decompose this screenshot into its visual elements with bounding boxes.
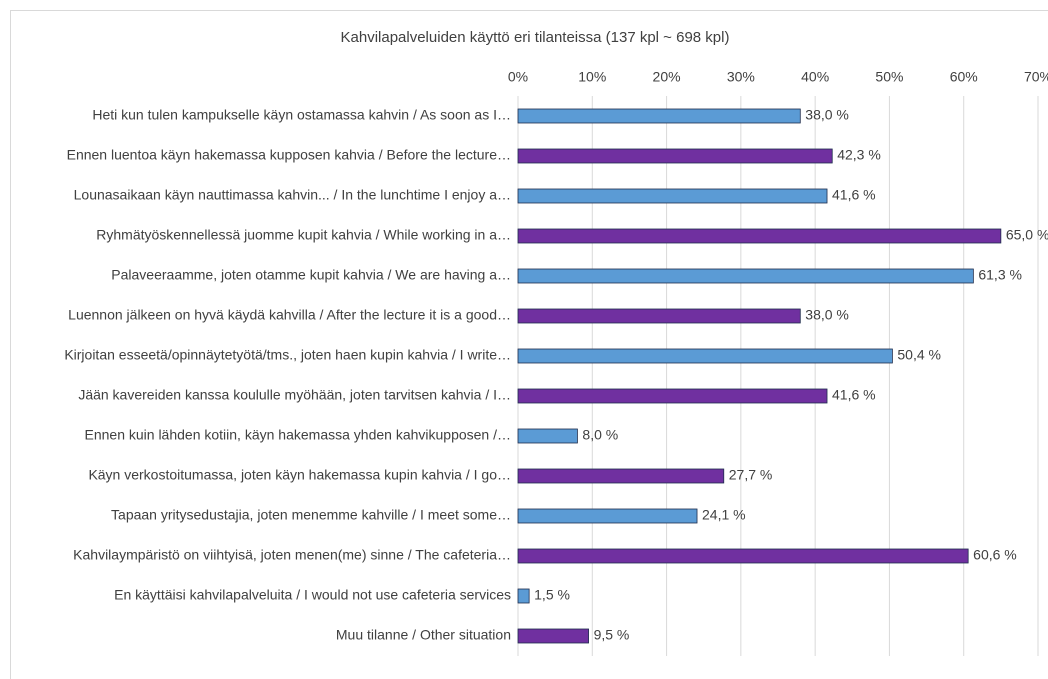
x-tick-label: 50% — [875, 69, 903, 85]
data-label: 27,7 % — [729, 467, 773, 483]
y-tick-label: Ennen kuin lähden kotiin, käyn hakemassa… — [85, 427, 512, 443]
data-label: 50,4 % — [897, 347, 941, 363]
bar — [517, 108, 801, 124]
bar — [517, 228, 1002, 244]
bar — [517, 428, 578, 444]
y-tick-label: Käyn verkostoitumassa, joten käyn hakema… — [88, 467, 511, 483]
y-tick-label: Luennon jälkeen on hyvä käydä kahvilla /… — [68, 307, 511, 323]
bar — [517, 588, 530, 604]
data-label: 1,5 % — [534, 587, 570, 603]
bar — [517, 308, 801, 324]
x-tick-label: 20% — [653, 69, 681, 85]
y-tick-label: Kirjoitan esseetä/opinnäytetyötä/tms., j… — [64, 347, 511, 363]
data-label: 41,6 % — [832, 187, 876, 203]
x-tick-label: 40% — [801, 69, 829, 85]
data-label: 24,1 % — [702, 507, 746, 523]
y-tick-label: Jään kavereiden kanssa koululle myöhään,… — [78, 387, 511, 403]
bar — [517, 628, 589, 644]
y-tick-label: Lounasaikaan käyn nauttimassa kahvin... … — [74, 187, 511, 203]
bar — [517, 348, 893, 364]
data-label: 8,0 % — [582, 427, 618, 443]
bar — [517, 468, 725, 484]
x-tick-label: 30% — [727, 69, 755, 85]
y-tick-label: Heti kun tulen kampukselle käyn ostamass… — [92, 107, 511, 123]
bar — [517, 188, 828, 204]
data-label: 38,0 % — [805, 307, 849, 323]
y-tick-label: Tapaan yritysedustajia, joten menemme ka… — [111, 507, 511, 523]
x-tick-label: 70% — [1024, 69, 1048, 85]
x-tick-label: 0% — [508, 69, 528, 85]
bar — [517, 268, 974, 284]
y-tick-label: Ryhmätyöskennellessä juomme kupit kahvia… — [96, 227, 511, 243]
data-label: 38,0 % — [805, 107, 849, 123]
data-label: 9,5 % — [594, 627, 630, 643]
data-label: 61,3 % — [978, 267, 1022, 283]
bar — [517, 508, 698, 524]
x-tick-label: 60% — [950, 69, 978, 85]
data-label: 42,3 % — [837, 147, 881, 163]
data-label: 41,6 % — [832, 387, 876, 403]
data-label: 60,6 % — [973, 547, 1017, 563]
y-tick-label: En käyttäisi kahvilapalveluita / I would… — [114, 587, 511, 603]
data-label: 65,0 % — [1006, 227, 1048, 243]
bar — [517, 388, 828, 404]
bar — [517, 148, 833, 164]
y-tick-label: Ennen luentoa käyn hakemassa kupposen ka… — [67, 147, 511, 163]
y-tick-label: Palaveeraamme, joten otamme kupit kahvia… — [111, 267, 511, 283]
bar — [517, 548, 969, 564]
y-tick-label: Kahvilaympäristö on viihtyisä, joten men… — [73, 547, 511, 563]
y-tick-label: Muu tilanne / Other situation — [336, 627, 511, 643]
chart-title: Kahvilapalveluiden käyttö eri tilanteiss… — [341, 29, 730, 46]
x-tick-label: 10% — [578, 69, 606, 85]
